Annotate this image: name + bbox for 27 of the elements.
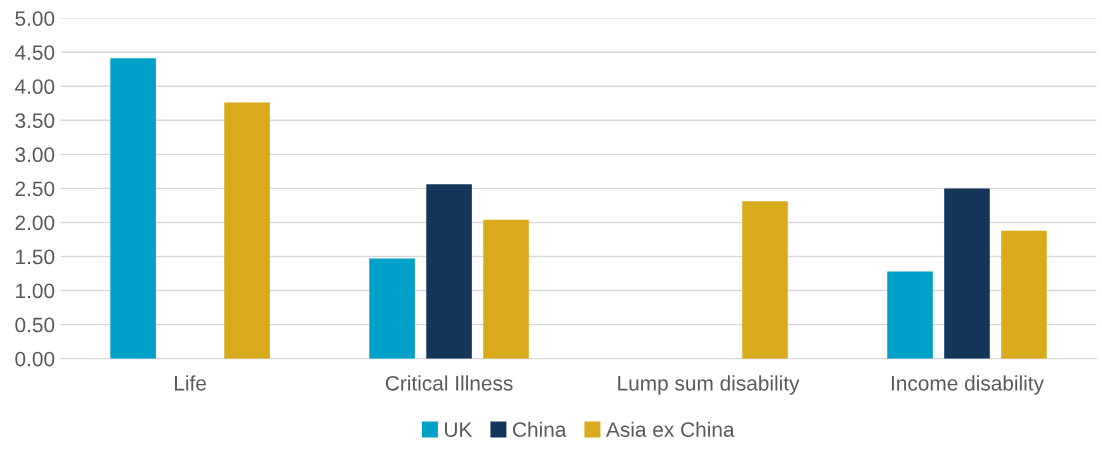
y-tick-label: 2.50 [15,181,55,197]
y-tick-label: 4.50 [14,45,55,60]
y-tick-label: 3.00 [15,147,55,163]
bar [426,184,472,359]
bar [483,219,529,359]
y-tick-label: 4.00 [14,79,55,95]
bar [110,58,156,359]
legend-label: Asia ex China [606,421,735,437]
legend-label: UK [445,422,473,437]
y-tick-label: 0.50 [15,317,55,333]
bar [742,201,788,359]
bar [224,102,270,359]
y-tick-label: 1.50 [16,249,55,265]
bar [369,258,415,359]
bar [887,271,933,359]
y-tick-label: 3.50 [15,113,55,129]
x-tick-label: Critical Illness [385,375,513,391]
x-tick-label: Lump sum disability [618,375,800,395]
y-tick-label: 2.00 [15,215,55,231]
y-tick-label: 5.00 [15,11,55,26]
legend-label: China [513,421,567,437]
y-tick-label: 0.00 [15,351,55,367]
x-tick-label: Income disability [891,375,1044,395]
bar [1001,230,1047,359]
bar [944,188,990,359]
y-tick-label: 1.00 [16,283,55,299]
x-tick-label: Life [175,375,206,391]
